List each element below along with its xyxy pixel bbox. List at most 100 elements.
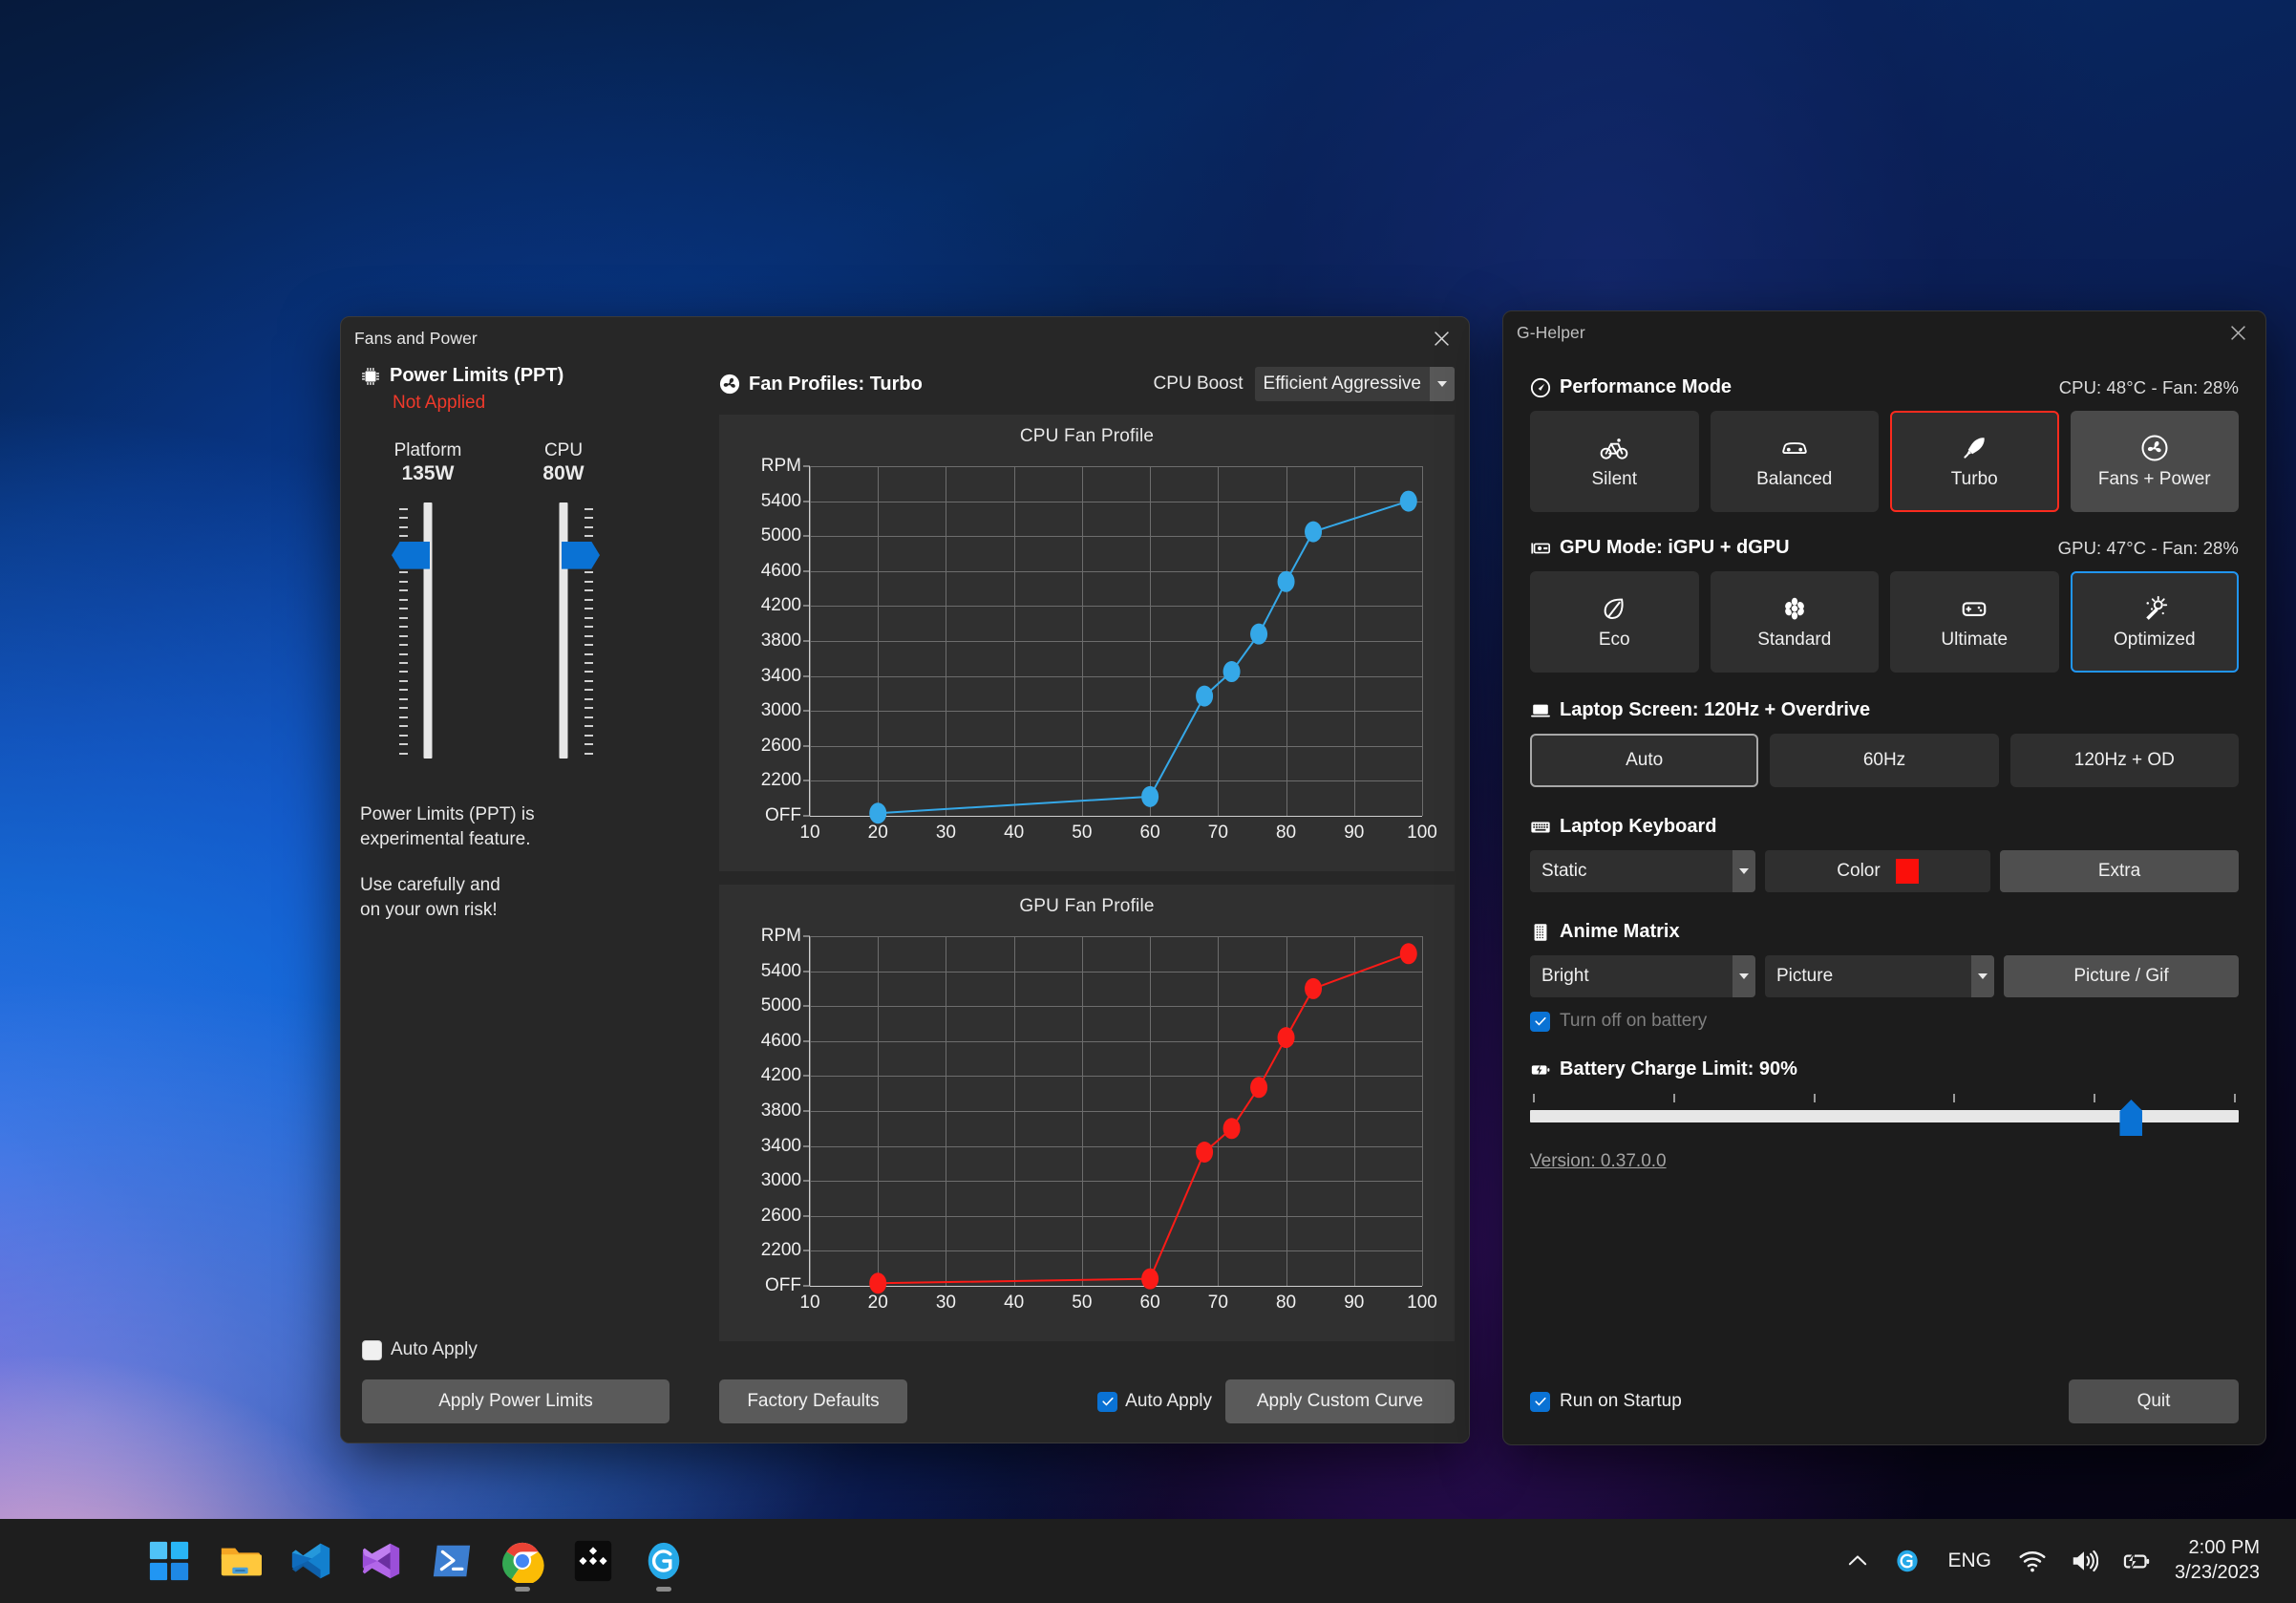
run-on-startup-checkbox[interactable]: Run on Startup — [1530, 1391, 1682, 1412]
battery-charge-slider[interactable] — [1530, 1094, 2239, 1136]
series-point[interactable] — [1399, 943, 1417, 965]
platform-slider-thumb[interactable] — [392, 541, 430, 569]
fan-profiles-heading-text: Fan Profiles: Turbo — [749, 373, 923, 395]
taskbar-vs-code[interactable] — [275, 1526, 346, 1596]
perf-tile-silent[interactable]: Silent — [1530, 411, 1699, 512]
gpu-tile-eco[interactable]: Eco — [1530, 571, 1699, 673]
ppt-auto-apply-checkbox[interactable]: Auto Apply — [362, 1339, 478, 1360]
speaker-icon — [2073, 1550, 2099, 1572]
gpu-tile-standard[interactable]: Standard — [1710, 571, 1879, 673]
keyboard-extra-button[interactable]: Extra — [2000, 850, 2239, 892]
gridline-vertical — [1081, 936, 1083, 1286]
laptop-screen-header: Laptop Screen: 120Hz + Overdrive — [1530, 699, 2239, 721]
anime-source-dropdown[interactable]: Picture — [1765, 955, 1994, 997]
check-icon — [1102, 1397, 1114, 1406]
tray-overflow-button[interactable] — [1834, 1528, 1881, 1594]
series-point[interactable] — [869, 802, 887, 824]
battery-slider-thumb[interactable] — [2119, 1100, 2143, 1136]
y-axis-tick — [803, 935, 810, 937]
laptop-keyboard-heading: Laptop Keyboard — [1530, 816, 1716, 838]
cpu-fan-profile-chart[interactable]: CPU Fan Profile OFF 2200 2600 3000 3400 3800 4… — [719, 415, 1455, 871]
series-point[interactable] — [869, 1272, 887, 1294]
anime-turn-off-on-battery-checkbox[interactable]: Turn off on battery — [1530, 1011, 2239, 1032]
series-point[interactable] — [1399, 490, 1417, 512]
tray-volume-button[interactable] — [2058, 1528, 2110, 1594]
tray-network-button[interactable] — [2007, 1528, 2058, 1594]
chevron-down-icon[interactable] — [1971, 955, 1994, 997]
series-point[interactable] — [1305, 521, 1323, 543]
curve-auto-apply-checkbox[interactable]: Auto Apply — [1097, 1391, 1212, 1412]
fans-window-close-button[interactable] — [1414, 317, 1469, 359]
keyboard-color-swatch[interactable] — [1895, 859, 1919, 884]
perf-tile-turbo-label: Turbo — [1950, 468, 1998, 489]
series-point[interactable] — [1196, 1142, 1214, 1164]
cpu-chart-plot-area[interactable]: OFF 2200 2600 3000 3400 3800 4200 4600 5000 5400 R… — [761, 456, 1437, 843]
anime-brightness-dropdown[interactable]: Bright — [1530, 955, 1755, 997]
gpu-fan-profile-chart[interactable]: GPU Fan Profile OFF 2200 2600 3000 3400 3800 4… — [719, 885, 1455, 1341]
leaf-icon — [1604, 598, 1624, 619]
run-on-startup-box[interactable] — [1530, 1391, 1550, 1412]
factory-defaults-button[interactable]: Factory Defaults — [719, 1379, 907, 1423]
cpu-boost-control: CPU Boost Efficient Aggressive — [1154, 367, 1455, 401]
taskbar-clock[interactable]: 2:00 PM 3/23/2023 — [2163, 1536, 2277, 1585]
series-point[interactable] — [1250, 1077, 1268, 1099]
gpu-tile-optimized[interactable]: Optimized — [2070, 571, 2239, 673]
screen-option-60hz[interactable]: 60Hz — [1770, 734, 1999, 787]
keyboard-mode-dropdown[interactable]: Static — [1530, 850, 1755, 892]
gpu-chart-plot-area[interactable]: OFF 2200 2600 3000 3400 3800 4200 4600 5000 5400 R… — [761, 926, 1437, 1313]
apply-custom-curve-button[interactable]: Apply Custom Curve — [1225, 1379, 1455, 1423]
platform-power-slider[interactable] — [360, 502, 496, 759]
chart-series — [869, 943, 1417, 1294]
ppt-auto-apply-box[interactable] — [362, 1339, 382, 1360]
series-point[interactable] — [1141, 1268, 1159, 1290]
screen-option-auto[interactable]: Auto — [1530, 734, 1759, 787]
g-helper-icon — [648, 1542, 680, 1580]
taskbar-powershell[interactable] — [416, 1526, 487, 1596]
series-point[interactable] — [1277, 570, 1295, 592]
ghelper-close-button[interactable] — [2210, 311, 2265, 353]
perf-tile-balanced[interactable]: Balanced — [1710, 411, 1879, 512]
taskbar-tidal[interactable] — [558, 1526, 628, 1596]
series-point[interactable] — [1196, 685, 1214, 707]
clock-time: 2:00 PM — [2188, 1537, 2260, 1559]
battery-header: Battery Charge Limit: 90% — [1530, 1058, 2239, 1080]
gpu-tile-ultimate[interactable]: Ultimate — [1890, 571, 2059, 673]
tray-language-indicator[interactable]: ENG — [1947, 1550, 1992, 1571]
anime-turn-off-box[interactable] — [1530, 1011, 1550, 1032]
series-point[interactable] — [1222, 661, 1241, 683]
y-axis-tick — [803, 605, 810, 607]
battery-slider-ticks — [1533, 1094, 2236, 1102]
perf-tile-fans-power[interactable]: Fans + Power — [2070, 411, 2239, 512]
performance-mode-tiles: Silent Balanced Turbo — [1530, 411, 2239, 512]
chevron-down-icon[interactable] — [1733, 955, 1755, 997]
cpu-slider-thumb[interactable] — [562, 541, 600, 569]
series-point[interactable] — [1250, 623, 1268, 645]
screen-option-120hz-od[interactable]: 120Hz + OD — [2009, 734, 2239, 787]
gamepad-icon — [1962, 601, 1987, 616]
tray-g-helper-icon[interactable] — [1881, 1528, 1933, 1594]
y-axis-label: 5000 — [760, 525, 801, 546]
series-point[interactable] — [1222, 1118, 1241, 1140]
tray-battery-button[interactable] — [2110, 1528, 2163, 1594]
quit-button[interactable]: Quit — [2069, 1379, 2239, 1423]
series-point[interactable] — [1277, 1027, 1295, 1049]
taskbar-file-explorer[interactable] — [204, 1526, 275, 1596]
perf-tile-turbo[interactable]: Turbo — [1890, 411, 2059, 512]
taskbar-google-chrome[interactable] — [487, 1526, 558, 1596]
anime-picture-gif-button[interactable]: Picture / Gif — [2004, 955, 2239, 997]
version-link[interactable]: Version: 0.37.0.0 — [1530, 1151, 1667, 1171]
curve-auto-apply-box[interactable] — [1097, 1391, 1118, 1412]
cpu-power-slider[interactable] — [496, 502, 631, 759]
keyboard-color-button[interactable]: Color — [1765, 850, 1990, 892]
chevron-down-icon[interactable] — [1430, 367, 1455, 401]
taskbar-start-button[interactable] — [134, 1526, 204, 1596]
series-point[interactable] — [1305, 977, 1323, 999]
taskbar-visual-studio[interactable] — [346, 1526, 416, 1596]
cpu-boost-dropdown[interactable]: Efficient Aggressive — [1254, 367, 1455, 401]
chevron-down-icon[interactable] — [1733, 850, 1755, 892]
clock-date: 3/23/2023 — [2175, 1562, 2260, 1583]
series-point[interactable] — [1141, 785, 1159, 807]
y-axis-tick — [803, 535, 810, 537]
apply-power-limits-button[interactable]: Apply Power Limits — [362, 1379, 670, 1423]
taskbar-g-helper[interactable] — [628, 1526, 699, 1596]
